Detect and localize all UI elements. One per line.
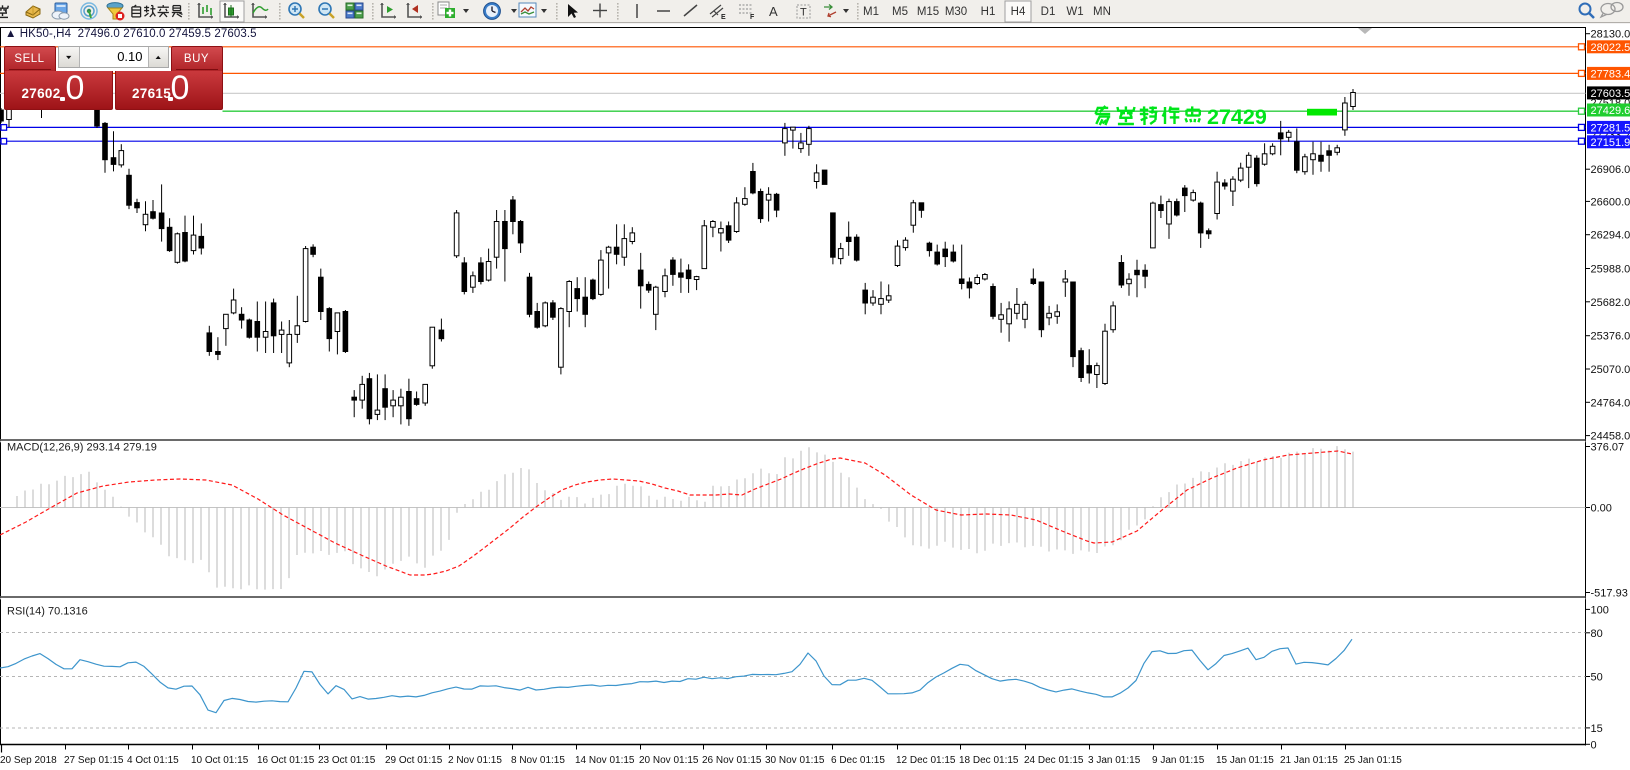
svg-text:T: T bbox=[800, 7, 807, 19]
svg-text:M1: M1 bbox=[863, 6, 879, 18]
svg-text:27281.5: 27281.5 bbox=[1591, 122, 1630, 134]
svg-text:6 Dec 01:15: 6 Dec 01:15 bbox=[831, 755, 885, 766]
svg-text:M30: M30 bbox=[945, 6, 967, 18]
svg-text:3 Jan 01:15: 3 Jan 01:15 bbox=[1088, 755, 1141, 766]
svg-text:12 Dec 01:15: 12 Dec 01:15 bbox=[896, 755, 956, 766]
svg-text:21 Jan 01:15: 21 Jan 01:15 bbox=[1280, 755, 1338, 766]
svg-text:26600.0: 26600.0 bbox=[1591, 196, 1630, 208]
svg-text:25376.0: 25376.0 bbox=[1591, 331, 1630, 343]
svg-text:100: 100 bbox=[1591, 604, 1609, 616]
svg-text:26906.0: 26906.0 bbox=[1591, 164, 1630, 176]
svg-text:376.07: 376.07 bbox=[1591, 442, 1625, 454]
svg-text:20 Sep 2018: 20 Sep 2018 bbox=[0, 755, 57, 766]
svg-text:50: 50 bbox=[1591, 672, 1603, 684]
svg-text:27 Sep 01:15: 27 Sep 01:15 bbox=[64, 755, 124, 766]
svg-text:80: 80 bbox=[1591, 628, 1603, 640]
svg-text:10 Oct 01:15: 10 Oct 01:15 bbox=[191, 755, 249, 766]
svg-text:25 Jan 01:15: 25 Jan 01:15 bbox=[1344, 755, 1402, 766]
svg-text:MACD(12,26,9) 293.14 279.19: MACD(12,26,9) 293.14 279.19 bbox=[7, 442, 157, 454]
svg-text:H4: H4 bbox=[1011, 6, 1026, 18]
svg-text:W1: W1 bbox=[1066, 6, 1083, 18]
svg-text:24458.0: 24458.0 bbox=[1591, 431, 1630, 443]
svg-text:15: 15 bbox=[1591, 723, 1603, 735]
svg-text:18 Dec 01:15: 18 Dec 01:15 bbox=[959, 755, 1019, 766]
svg-text:28022.5: 28022.5 bbox=[1591, 42, 1630, 54]
svg-text:15 Jan 01:15: 15 Jan 01:15 bbox=[1216, 755, 1274, 766]
svg-text:26294.0: 26294.0 bbox=[1591, 230, 1630, 242]
svg-text:24764.0: 24764.0 bbox=[1591, 397, 1630, 409]
svg-text:29 Oct 01:15: 29 Oct 01:15 bbox=[385, 755, 443, 766]
svg-text:RSI(14) 70.1316: RSI(14) 70.1316 bbox=[7, 606, 88, 618]
svg-text:D1: D1 bbox=[1041, 6, 1056, 18]
svg-text:A: A bbox=[769, 4, 778, 19]
svg-text:E: E bbox=[721, 14, 726, 21]
svg-text:27429: 27429 bbox=[1207, 105, 1267, 129]
svg-text:27783.4: 27783.4 bbox=[1591, 68, 1630, 80]
svg-text:H1: H1 bbox=[981, 6, 996, 18]
svg-text:20 Nov 01:15: 20 Nov 01:15 bbox=[639, 755, 699, 766]
svg-text:14 Nov 01:15: 14 Nov 01:15 bbox=[575, 755, 635, 766]
svg-text:25682.0: 25682.0 bbox=[1591, 297, 1630, 309]
svg-text:M5: M5 bbox=[892, 6, 908, 18]
svg-text:27429.6: 27429.6 bbox=[1591, 105, 1630, 117]
svg-text:30 Nov 01:15: 30 Nov 01:15 bbox=[765, 755, 825, 766]
svg-text:4 Oct 01:15: 4 Oct 01:15 bbox=[127, 755, 179, 766]
svg-text:28130.0: 28130.0 bbox=[1591, 29, 1630, 41]
svg-text:27151.9: 27151.9 bbox=[1591, 137, 1630, 149]
svg-text:27603.5: 27603.5 bbox=[1591, 88, 1630, 100]
svg-text:24 Dec 01:15: 24 Dec 01:15 bbox=[1024, 755, 1084, 766]
svg-text:26 Nov 01:15: 26 Nov 01:15 bbox=[702, 755, 762, 766]
svg-text:F: F bbox=[750, 14, 755, 21]
svg-text:16 Oct 01:15: 16 Oct 01:15 bbox=[257, 755, 315, 766]
svg-text:25988.0: 25988.0 bbox=[1591, 264, 1630, 276]
svg-text:2 Nov 01:15: 2 Nov 01:15 bbox=[448, 755, 502, 766]
svg-text:MN: MN bbox=[1093, 6, 1111, 18]
svg-text:-517.93: -517.93 bbox=[1591, 588, 1628, 600]
svg-text:25070.0: 25070.0 bbox=[1591, 364, 1630, 376]
svg-text:8 Nov 01:15: 8 Nov 01:15 bbox=[511, 755, 565, 766]
svg-text:9 Jan 01:15: 9 Jan 01:15 bbox=[1152, 755, 1205, 766]
svg-text:23 Oct 01:15: 23 Oct 01:15 bbox=[318, 755, 376, 766]
svg-text:M15: M15 bbox=[917, 6, 939, 18]
svg-text:0.00: 0.00 bbox=[1591, 503, 1612, 515]
svg-text:0: 0 bbox=[1591, 739, 1597, 751]
